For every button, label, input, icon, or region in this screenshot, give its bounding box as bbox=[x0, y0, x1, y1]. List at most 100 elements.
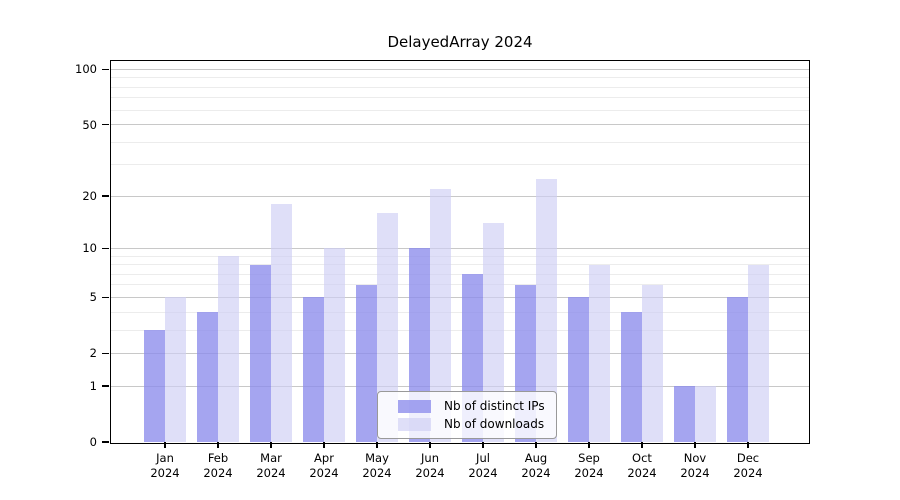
minor-gridline-60 bbox=[111, 109, 809, 111]
gridline-5 bbox=[111, 296, 809, 298]
y-tick-100 bbox=[102, 68, 109, 71]
x-tick-oct bbox=[641, 442, 643, 448]
x-label-month-mar: Mar bbox=[260, 451, 282, 465]
bar-nb-of-downloads-aug bbox=[536, 178, 557, 442]
bar-nb-of-distinct-ips-dec bbox=[727, 297, 748, 442]
plot-area: Nb of distinct IPs Nb of downloads 0 1 2 5 1… bbox=[75, 60, 810, 480]
gridline-2 bbox=[111, 352, 809, 354]
x-label-month-jan: Jan bbox=[156, 451, 174, 465]
x-tick-nov bbox=[694, 442, 696, 448]
y-tick-label-0: 0 bbox=[89, 435, 97, 449]
y-tick-label-2: 2 bbox=[89, 346, 97, 361]
y-tick-10 bbox=[102, 247, 109, 250]
x-label-sep: Sep 2024 bbox=[559, 451, 619, 481]
y-tick-50 bbox=[102, 123, 109, 126]
gridline-100 bbox=[111, 68, 809, 70]
y-tick-label-5: 5 bbox=[89, 290, 97, 305]
y-tick-0 bbox=[102, 441, 109, 443]
x-label-jan: Jan 2024 bbox=[135, 451, 195, 481]
bar-nb-of-distinct-ips-mar bbox=[250, 264, 271, 442]
x-tick-may bbox=[376, 442, 378, 448]
legend-item-downloads: Nb of downloads bbox=[398, 416, 545, 432]
bar-nb-of-downloads-nov bbox=[695, 386, 716, 442]
x-label-year-dec: 2024 bbox=[733, 466, 763, 480]
y-tick-label-20: 20 bbox=[82, 189, 97, 204]
minor-gridline-9 bbox=[111, 255, 809, 257]
x-tick-aug bbox=[535, 442, 537, 448]
x-label-month-oct: Oct bbox=[632, 451, 652, 465]
x-label-mar: Mar 2024 bbox=[241, 451, 301, 481]
minor-gridline-8 bbox=[111, 264, 809, 266]
gridline-1 bbox=[111, 385, 809, 387]
x-label-year-nov: 2024 bbox=[680, 466, 710, 480]
legend-label-downloads: Nb of downloads bbox=[444, 417, 545, 431]
minor-gridline-70 bbox=[111, 97, 809, 99]
x-label-month-sep: Sep bbox=[578, 451, 600, 465]
x-label-month-apr: Apr bbox=[314, 451, 334, 465]
x-label-nov: Nov 2024 bbox=[665, 451, 725, 481]
bar-nb-of-distinct-ips-apr bbox=[303, 297, 324, 442]
bar-nb-of-downloads-jun bbox=[430, 188, 451, 442]
bar-nb-of-downloads-apr bbox=[324, 248, 345, 442]
bar-nb-of-downloads-feb bbox=[218, 256, 239, 442]
x-label-dec: Dec 2024 bbox=[718, 451, 778, 481]
x-label-month-dec: Dec bbox=[736, 451, 760, 465]
bar-nb-of-downloads-mar bbox=[271, 204, 292, 442]
x-label-year-may: 2024 bbox=[362, 466, 392, 480]
x-label-year-mar: 2024 bbox=[256, 466, 286, 480]
x-label-aug: Aug 2024 bbox=[506, 451, 566, 481]
x-tick-dec bbox=[747, 442, 749, 448]
x-label-year-jan: 2024 bbox=[150, 466, 180, 480]
x-label-month-jun: Jun bbox=[421, 451, 439, 465]
x-label-month-may: May bbox=[365, 451, 389, 465]
minor-gridline-40 bbox=[111, 141, 809, 143]
x-label-month-jul: Jul bbox=[476, 451, 490, 465]
bar-nb-of-distinct-ips-jan bbox=[144, 330, 165, 442]
bar-nb-of-downloads-oct bbox=[642, 284, 663, 442]
minor-gridline-30 bbox=[111, 164, 809, 166]
x-label-year-oct: 2024 bbox=[627, 466, 657, 480]
x-label-may: May 2024 bbox=[347, 451, 407, 481]
legend: Nb of distinct IPs Nb of downloads bbox=[377, 391, 557, 439]
x-label-year-jul: 2024 bbox=[468, 466, 498, 480]
x-tick-jan bbox=[164, 442, 166, 448]
x-tick-apr bbox=[323, 442, 325, 448]
x-label-apr: Apr 2024 bbox=[294, 451, 354, 481]
minor-gridline-3 bbox=[111, 329, 809, 331]
y-tick-2 bbox=[102, 352, 109, 355]
minor-gridline-6 bbox=[111, 284, 809, 286]
x-tick-jun bbox=[429, 442, 431, 448]
bar-nb-of-downloads-jan bbox=[165, 297, 186, 442]
x-label-jun: Jun 2024 bbox=[400, 451, 460, 481]
x-label-feb: Feb 2024 bbox=[188, 451, 248, 481]
y-tick-label-1: 1 bbox=[89, 379, 97, 394]
x-tick-jul bbox=[482, 442, 484, 448]
bar-nb-of-distinct-ips-sep bbox=[568, 297, 589, 442]
x-label-year-apr: 2024 bbox=[309, 466, 339, 480]
bar-nb-of-distinct-ips-oct bbox=[621, 312, 642, 442]
minor-gridline-7 bbox=[111, 273, 809, 275]
x-tick-sep bbox=[588, 442, 590, 448]
x-label-jul: Jul 2024 bbox=[453, 451, 513, 481]
y-tick-label-10: 10 bbox=[82, 241, 97, 256]
x-label-month-feb: Feb bbox=[207, 451, 229, 465]
legend-swatch-downloads bbox=[398, 417, 431, 431]
x-tick-mar bbox=[270, 442, 272, 448]
legend-swatch-distinct-ips bbox=[398, 399, 431, 413]
legend-item-distinct-ips: Nb of distinct IPs bbox=[398, 398, 545, 414]
gridline-50 bbox=[111, 124, 809, 126]
y-tick-label-50: 50 bbox=[82, 117, 97, 132]
minor-gridline-90 bbox=[111, 77, 809, 79]
x-label-year-feb: 2024 bbox=[203, 466, 233, 480]
x-label-year-jun: 2024 bbox=[415, 466, 445, 480]
bar-nb-of-distinct-ips-may bbox=[356, 284, 377, 442]
x-label-month-aug: Aug bbox=[524, 451, 548, 465]
bar-nb-of-distinct-ips-nov bbox=[674, 386, 695, 442]
chart-title: DelayedArray 2024 bbox=[387, 33, 533, 51]
y-tick-label-100: 100 bbox=[75, 62, 97, 77]
x-label-year-aug: 2024 bbox=[521, 466, 551, 480]
x-label-year-sep: 2024 bbox=[574, 466, 604, 480]
y-tick-1 bbox=[102, 385, 109, 387]
gridline-20 bbox=[111, 195, 809, 197]
x-tick-feb bbox=[217, 442, 219, 448]
